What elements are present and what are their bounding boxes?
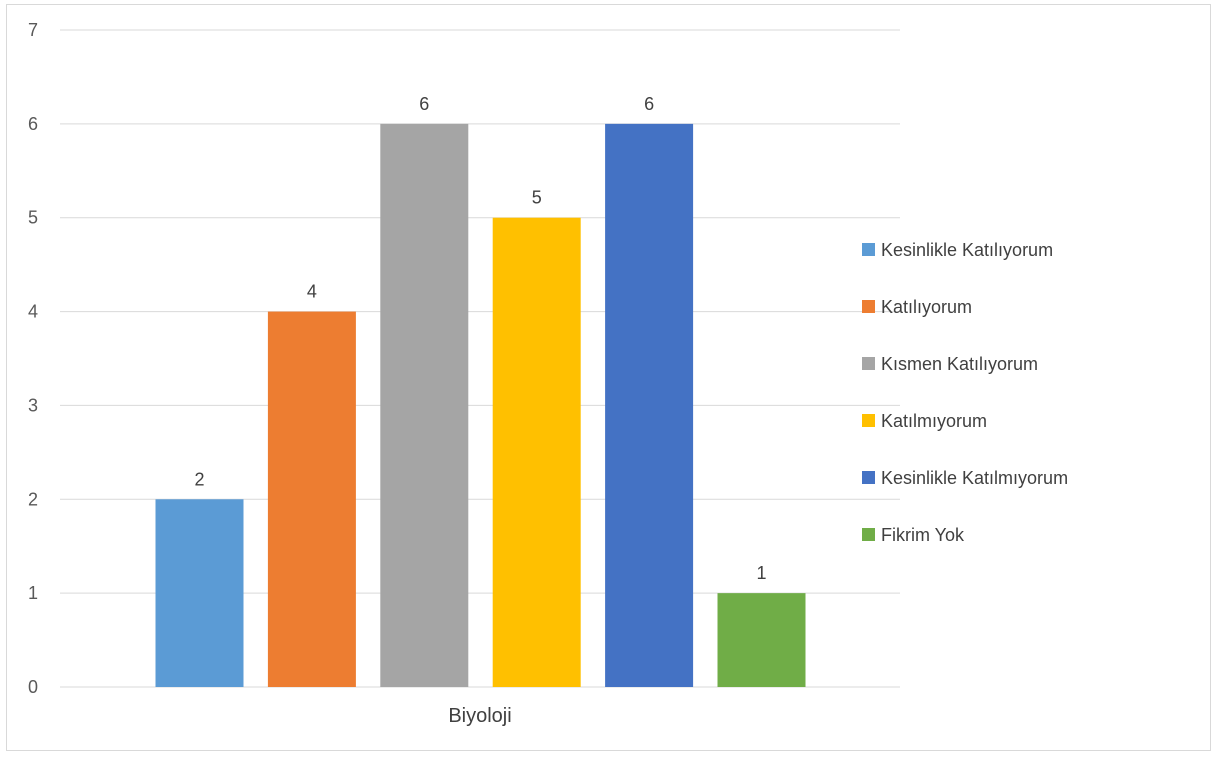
legend-label: Kısmen Katılıyorum: [881, 354, 1038, 374]
y-tick-label: 3: [28, 395, 38, 415]
bar: [492, 217, 581, 687]
legend: Kesinlikle Katılıyorum Katılıyorum Kısmen …: [862, 240, 1068, 545]
legend-swatch: [862, 300, 875, 313]
data-label: 6: [644, 94, 654, 114]
y-axis-ticks: 0 1 2 3 4 5 6 7: [28, 20, 38, 697]
bar: [380, 123, 469, 688]
bars: [155, 123, 806, 688]
legend-label: Katılmıyorum: [881, 411, 987, 431]
data-labels: 2 4 6 5 6 1: [194, 94, 766, 583]
legend-swatch: [862, 471, 875, 484]
y-tick-label: 4: [28, 302, 38, 322]
data-label: 1: [756, 563, 766, 583]
y-tick-label: 7: [28, 20, 38, 40]
legend-swatch: [862, 414, 875, 427]
legend-label: Fikrim Yok: [881, 525, 965, 545]
legend-swatch: [862, 243, 875, 256]
legend-label: Kesinlikle Katılmıyorum: [881, 468, 1068, 488]
legend-label: Katılıyorum: [881, 297, 972, 317]
y-tick-label: 1: [28, 583, 38, 603]
data-label: 4: [307, 282, 317, 302]
legend-swatch: [862, 528, 875, 541]
data-label: 6: [419, 94, 429, 114]
y-tick-label: 5: [28, 208, 38, 228]
bar: [267, 311, 356, 687]
data-label: 2: [194, 469, 204, 489]
bar: [605, 123, 694, 688]
x-axis-ticks: Biyoloji: [448, 705, 511, 727]
bar: [717, 593, 806, 687]
legend-swatch: [862, 357, 875, 370]
y-tick-label: 6: [28, 114, 38, 134]
y-tick-label: 2: [28, 489, 38, 509]
y-tick-label: 0: [28, 677, 38, 697]
x-category-label: Biyoloji: [448, 705, 511, 727]
bar: [155, 499, 244, 687]
data-label: 5: [532, 188, 542, 208]
legend-label: Kesinlikle Katılıyorum: [881, 240, 1053, 260]
